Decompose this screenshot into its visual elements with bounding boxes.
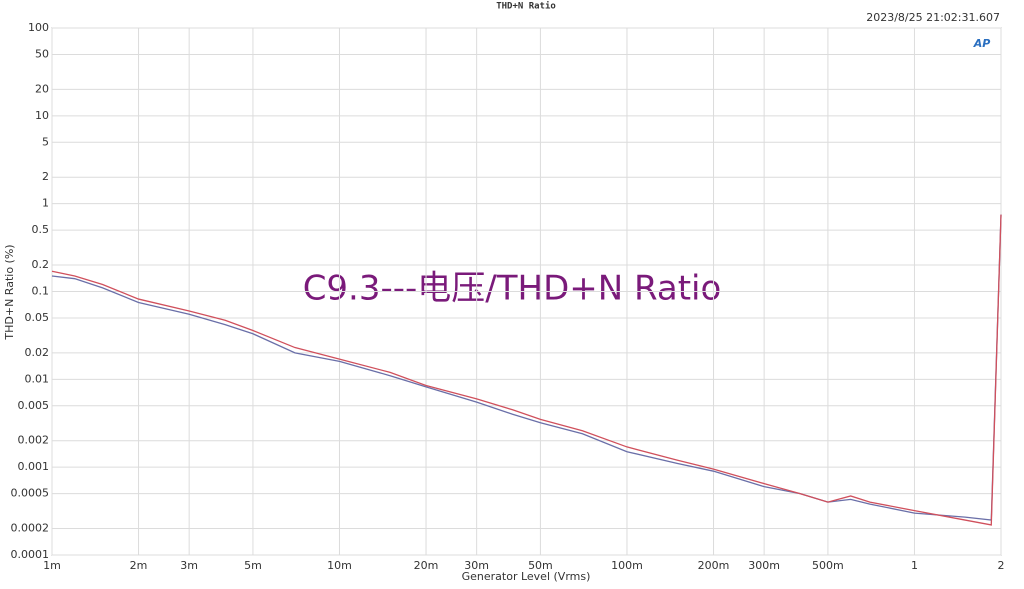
x-tick-label: 2: [998, 559, 1005, 572]
x-tick-label: 200m: [698, 559, 730, 572]
y-tick-label: 0.0001: [11, 548, 50, 561]
y-tick-label: 0.0002: [11, 522, 50, 535]
x-tick-label: 1m: [43, 559, 61, 572]
y-tick-label: 0.5: [32, 223, 50, 236]
series-line: [51, 214, 1002, 521]
y-tick-label: 2: [42, 170, 49, 183]
x-tick-label: 30m: [464, 559, 489, 572]
y-tick-label: 0.001: [18, 460, 50, 473]
y-tick-label: 5: [42, 135, 49, 148]
y-tick-label: 10: [35, 109, 49, 122]
y-tick-label: 0.02: [25, 346, 50, 359]
x-tick-label: 20m: [414, 559, 439, 572]
y-tick-label: 1: [42, 197, 49, 210]
x-axis-label: Generator Level (Vrms): [462, 570, 591, 583]
x-tick-label: 50m: [528, 559, 553, 572]
x-tick-label: 500m: [812, 559, 844, 572]
series-line: [51, 214, 1002, 526]
x-tick-label: 5m: [244, 559, 262, 572]
y-tick-label: 20: [35, 82, 49, 95]
y-tick-label: 0.05: [25, 311, 50, 324]
y-tick-label: 0.1: [32, 285, 50, 298]
y-tick-label: 0.005: [18, 399, 50, 412]
x-tick-label: 10m: [327, 559, 352, 572]
y-tick-label: 0.0005: [11, 487, 50, 500]
timestamp: 2023/8/25 21:02:31.607: [866, 11, 1000, 24]
y-tick-label: 0.01: [25, 372, 50, 385]
x-tick-label: 2m: [130, 559, 148, 572]
y-tick-label: 50: [35, 47, 49, 60]
y-axis-label: THD+N Ratio (%): [3, 244, 16, 340]
annotation: C9.3---电压/THD+N Ratio: [303, 269, 722, 309]
logo: AP: [973, 37, 991, 50]
x-tick-label: 3m: [180, 559, 198, 572]
y-tick-label: 0.2: [32, 258, 50, 271]
y-tick-label: 0.002: [18, 434, 50, 447]
y-tick-label: 100: [28, 21, 49, 34]
x-tick-label: 1: [911, 559, 918, 572]
x-tick-label: 100m: [611, 559, 643, 572]
x-tick-label: 300m: [748, 559, 780, 572]
chart-title: THD+N Ratio: [496, 1, 556, 12]
